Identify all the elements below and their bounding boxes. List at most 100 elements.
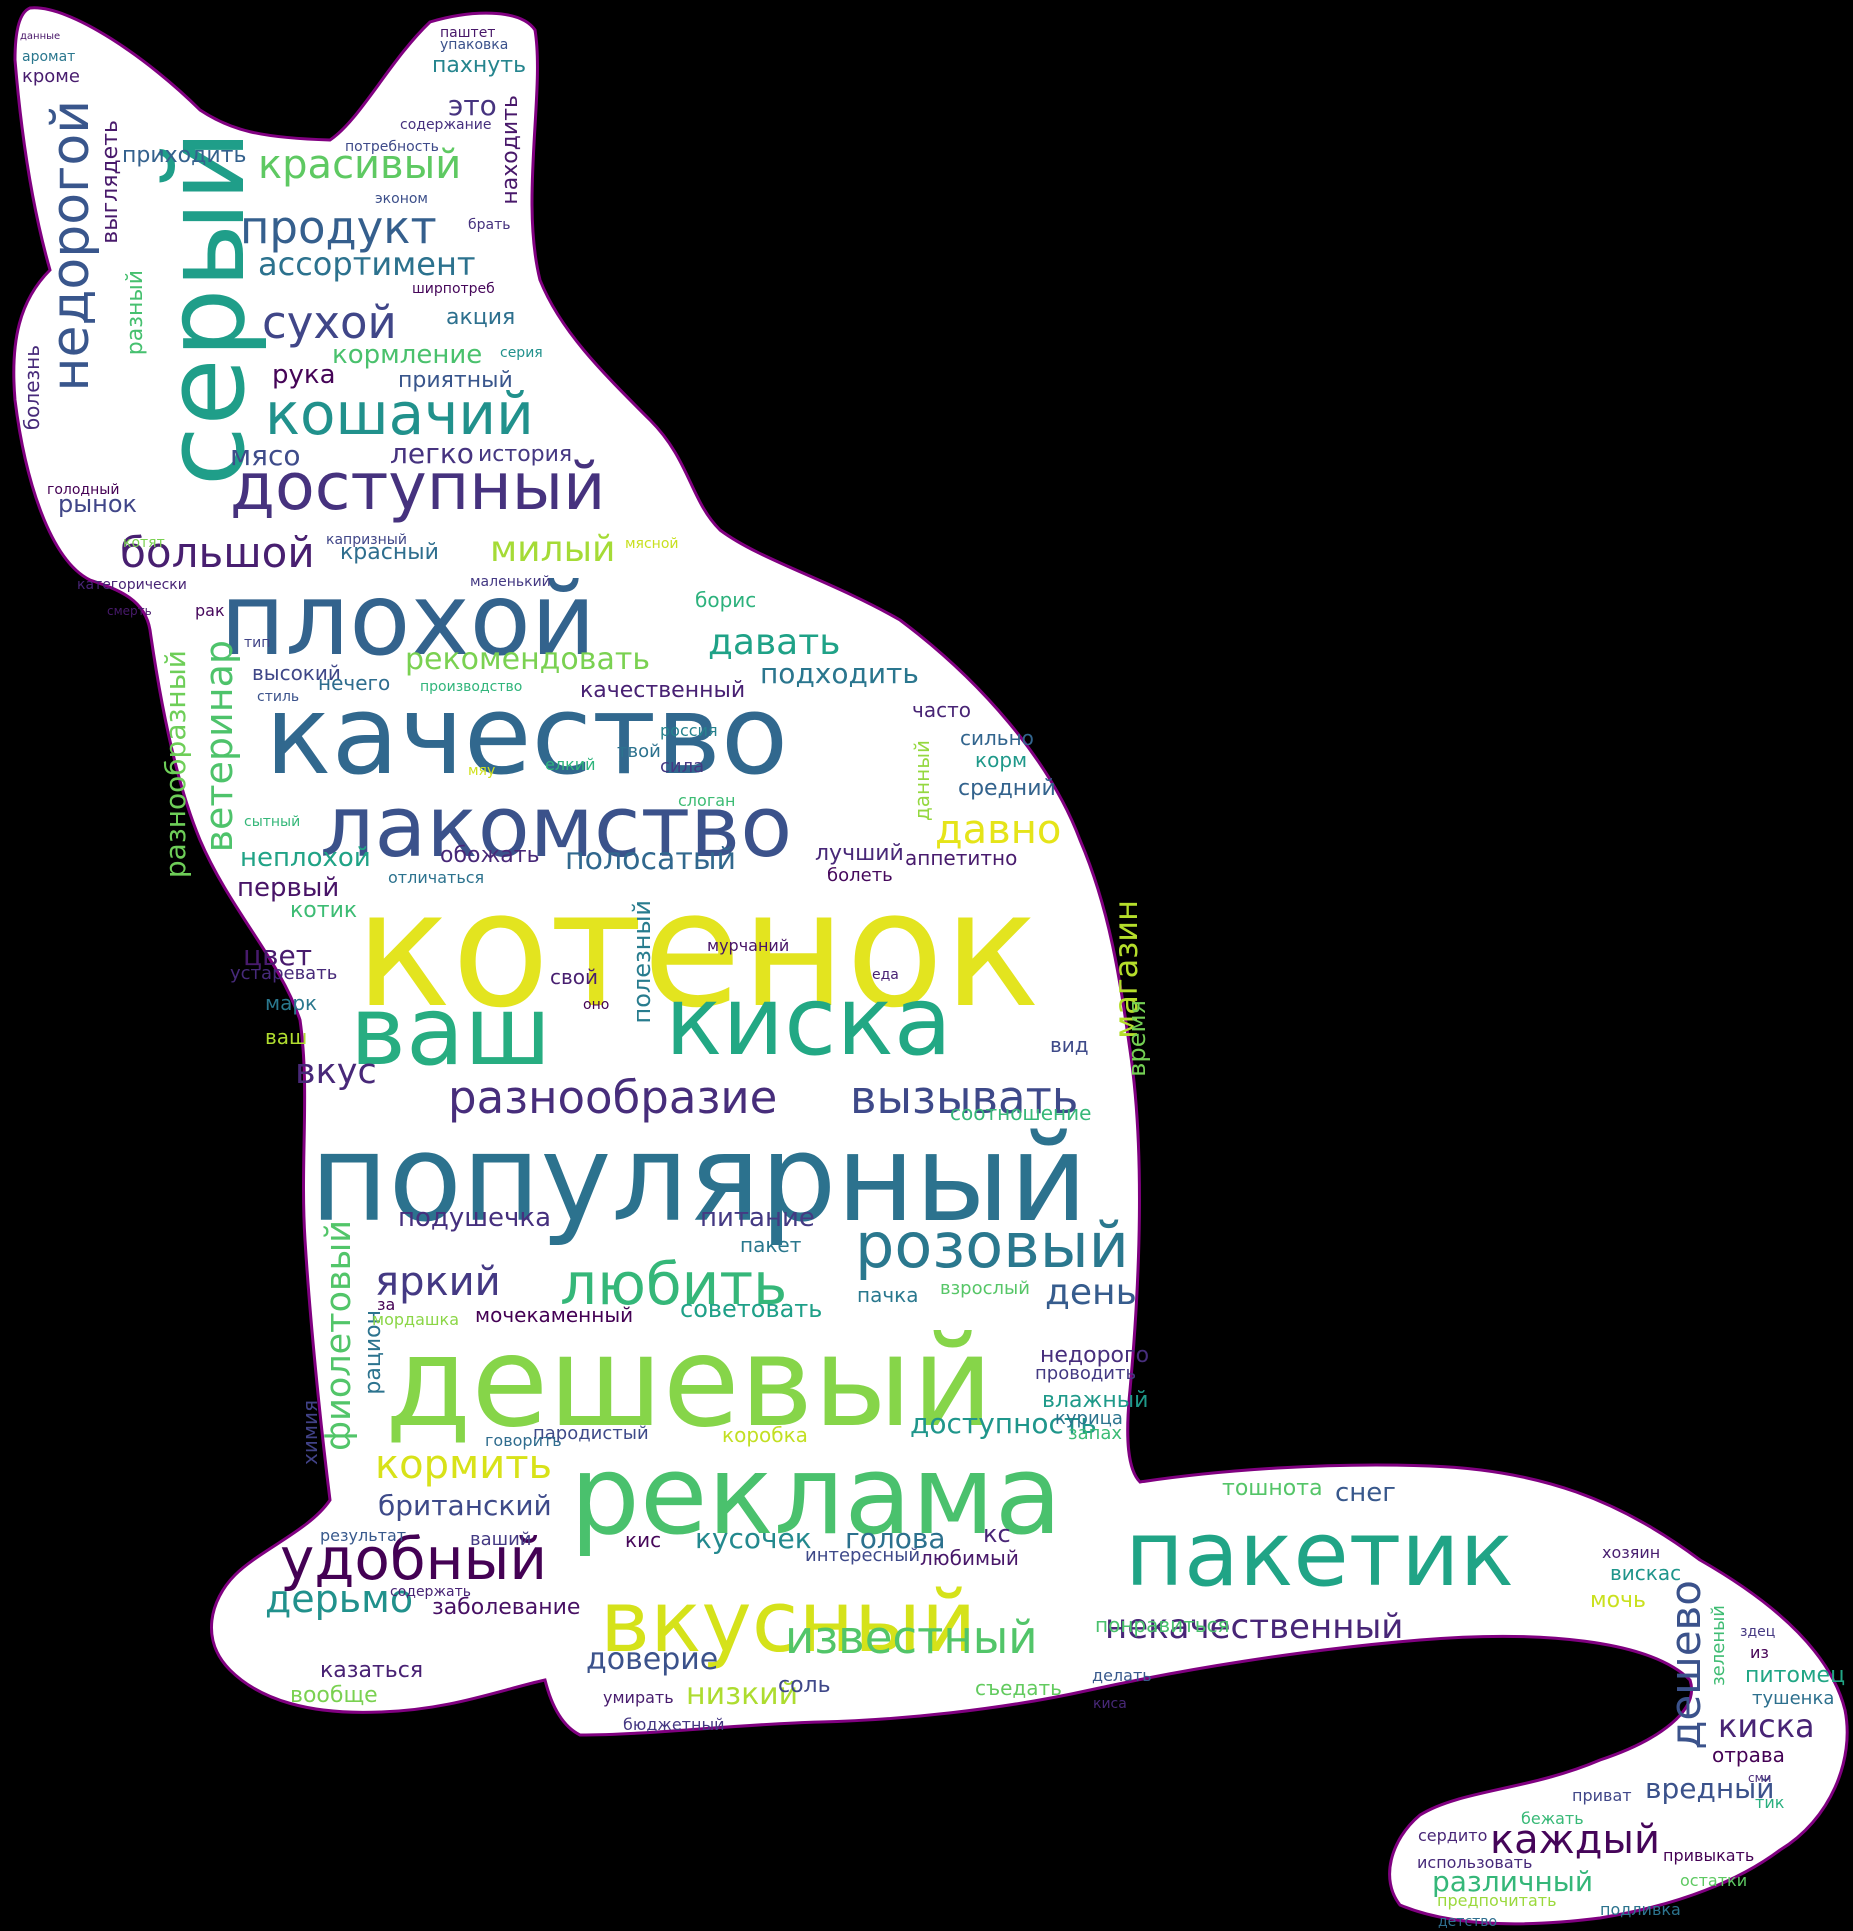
word-176: содержать [390,1584,472,1600]
word-174: стиль [257,689,300,705]
word-9: пакетик [1125,1502,1515,1607]
word-56: подушечка [398,1203,552,1233]
word-139: интересный [805,1545,921,1566]
word-66: рука [272,360,336,390]
word-96: вид [1050,1033,1089,1057]
word-108: кс [983,1520,1011,1548]
word-91: котик [290,898,358,923]
word-4: реклама [570,1431,1063,1559]
word-128: сила [660,756,705,777]
word-89: лучший [815,841,904,866]
word-6: киска [665,967,952,1077]
word-155: категорически [77,577,187,593]
word-13: розовый [855,1209,1129,1282]
word-172: рак [195,601,225,620]
word-150: приват [1572,1786,1632,1805]
word-24: красивый [258,142,462,188]
word-109: кис [625,1528,662,1552]
word-64: история [478,442,573,467]
word-26: сухой [262,296,397,349]
word-187: еда [872,967,899,983]
word-83: часто [912,698,971,722]
cat-outline [12,6,1849,1926]
word-53: голова [845,1522,946,1555]
word-104: проводить [1035,1363,1137,1384]
word-90: болеть [827,865,893,886]
word-30: давать [708,622,841,663]
word-71: находить [498,95,523,205]
word-120: питомец [1745,1663,1846,1688]
word-158: елкий [545,755,596,774]
word-116: съедать [975,1676,1062,1700]
word-57: советовать [680,1295,823,1323]
word-60: первый [237,873,340,903]
word-82: качественный [580,678,746,703]
word-33: британский [378,1489,552,1522]
word-84: сильно [960,726,1034,750]
word-7: лакомство [320,778,793,877]
word-181: здец [1740,1624,1776,1640]
word-63: легко [390,437,474,470]
word-17: вызывать [850,1071,1079,1124]
word-154: котят [123,535,165,551]
word-21: некачественный [1105,1607,1404,1647]
word-12: доступный [230,450,606,525]
word-54: полезный [628,900,656,1024]
word-38: разнообразный [159,650,192,879]
word-76: разный [123,270,148,356]
word-93: марк [265,991,318,1015]
word-67: приятный [398,368,513,393]
word-118: вискас [1610,1561,1682,1585]
word-49: различный [1432,1865,1594,1898]
word-22: дешево [1661,1580,1710,1750]
word-146: подливка [1600,1900,1681,1919]
word-20: известный [785,1611,1038,1664]
word-41: яркий [375,1259,501,1305]
word-137: мордашка [372,1310,459,1329]
word-5: ваш [350,977,552,1087]
word-87: данный [910,740,934,822]
word-159: аромат [22,49,76,65]
word-121: отрава [1712,1743,1785,1767]
word-61: обожать [440,843,540,868]
word-166: брать [468,217,511,233]
word-48: каждый [1490,1817,1660,1863]
word-99: химия [298,1400,322,1465]
word-32: кормить [375,1442,553,1488]
word-3: дешевый [385,1310,994,1455]
word-97: соотношение [950,1101,1092,1125]
word-11: серый [141,130,269,487]
word-148: детство [1438,1914,1498,1930]
word-19: недорогой [41,100,101,392]
word-183: тик [1755,1793,1785,1812]
word-141: бюджетный [623,1715,725,1734]
word-80: высокий [252,661,341,685]
word-44: время [1123,1000,1151,1077]
word-10: вкусный [600,1573,977,1672]
word-110: любимый [920,1546,1019,1570]
word-79: борис [695,588,757,612]
word-133: коробка [722,1423,808,1447]
word-175: производство [420,679,523,695]
word-144: бежать [1521,1809,1584,1828]
word-31: подходить [760,657,919,690]
word-18: кошачий [265,380,534,448]
word-95: свой [550,965,599,989]
word-112: тошнота [1222,1476,1323,1501]
word-156: смерть [107,604,152,618]
word-173: тип [244,635,271,651]
word-184: кисa [1093,1696,1127,1712]
word-55: питание [700,1203,815,1233]
word-46: доверие [586,1642,719,1677]
word-134: пародистый [533,1423,649,1444]
word-131: слоган [678,791,736,810]
word-114: вообще [290,1683,378,1708]
word-85: корм [975,748,1028,772]
word-58: неплохой [240,843,371,873]
word-78: красный [340,540,439,565]
word-122: тушенка [1752,1688,1835,1709]
word-27: большой [120,528,315,577]
word-179: отличаться [388,868,485,887]
word-168: серия [500,345,543,361]
